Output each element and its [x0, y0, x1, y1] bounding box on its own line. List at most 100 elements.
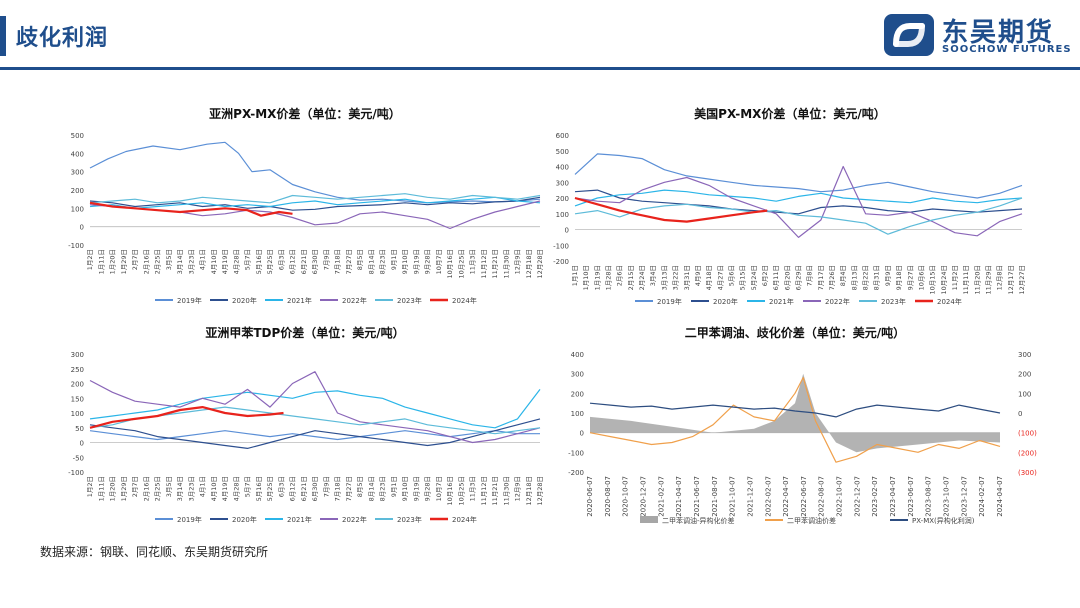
series-line [89, 406, 541, 435]
x-tick-label: 8月5日 [356, 249, 364, 270]
x-tick: 3月23日 [187, 476, 195, 501]
series-line [89, 371, 541, 444]
x-tick-label: 12月9日 [514, 249, 522, 274]
x-tick: 2021-12-07 [746, 476, 754, 517]
x-tick: 6月12日 [289, 476, 297, 501]
y-tick-label: 0 [80, 224, 84, 232]
x-tick-label: 9月1日 [390, 249, 398, 270]
x-tick-label: 12月28日 [536, 249, 544, 279]
x-tick-label: 2月25日 [154, 249, 162, 274]
legend-label: 二甲苯调油价差 [787, 516, 836, 525]
x-tick: 9月9日 [884, 265, 892, 286]
x-tick-label: 12月9日 [514, 476, 522, 501]
soochow-logo-icon [884, 14, 934, 56]
x-tick-label: 9月1日 [390, 476, 398, 497]
x-tick-label: 8月4日 [839, 265, 847, 286]
x-tick: 2022-10-07 [836, 476, 844, 517]
x-tick: 6月30日 [311, 476, 319, 501]
x-tick: 12月17日 [1007, 265, 1015, 295]
x-tick-label: 10月16日 [446, 476, 454, 506]
x-tick-label: 4月18日 [705, 265, 713, 290]
x-tick-label: 5月25日 [266, 249, 274, 274]
x-tick-label: 9月9日 [884, 265, 892, 286]
y-tick-label: 200 [71, 187, 84, 195]
legend-label: 2024年 [937, 297, 962, 306]
x-tick-label: 6月30日 [311, 476, 319, 501]
x-tick-label: 10月25日 [457, 476, 465, 506]
y-tick-label: -200 [553, 258, 569, 266]
x-tick: 2月7日 [131, 249, 139, 270]
x-tick-label: 4月10日 [210, 249, 218, 274]
x-tick: 3月5日 [165, 249, 173, 270]
x-tick-label: 2022-02-07 [764, 476, 772, 517]
x-tick: 2023-06-07 [907, 476, 915, 517]
x-tick: 1月19日 [593, 265, 601, 290]
x-tick: 2020-08-07 [604, 476, 612, 517]
x-tick-label: 1月19日 [593, 265, 601, 290]
x-tick-label: 11月3日 [469, 249, 477, 274]
x-tick-label: 4月28日 [232, 249, 240, 274]
x-tick-label: 6月21日 [300, 476, 308, 501]
x-tick: 12月28日 [536, 249, 544, 279]
x-tick-label: 7月27日 [345, 249, 353, 274]
x-tick-label: 3月23日 [187, 249, 195, 274]
series-line [89, 418, 541, 449]
x-tick-label: 12月28日 [536, 476, 544, 506]
x-tick-label: 2024-02-07 [978, 476, 986, 517]
x-tick: 4月19日 [221, 249, 229, 274]
x-tick-label: 2021-02-07 [657, 476, 665, 517]
x-tick-label: 12月18日 [525, 476, 533, 506]
x-tick-label: 11月11日 [962, 265, 970, 295]
x-tick: 11月20日 [973, 265, 981, 295]
x-tick-label: 1月10日 [582, 265, 590, 290]
x-tick-label: 6月30日 [311, 249, 319, 274]
x-tick: 3月14日 [176, 249, 184, 274]
x-tick-label: 2月15日 [627, 265, 635, 290]
x-tick: 9月18日 [895, 265, 903, 290]
y2-tick-label: 200 [1018, 371, 1031, 379]
x-tick: 11月30日 [502, 476, 510, 506]
x-tick: 5月25日 [266, 249, 274, 274]
x-tick-label: 9月19日 [412, 476, 420, 501]
x-tick: 8月23日 [379, 249, 387, 274]
y-tick-label: 300 [571, 371, 584, 379]
x-tick: 7月18日 [334, 249, 342, 274]
x-tick: 3月31日 [683, 265, 691, 290]
header-rule [0, 67, 1080, 70]
x-tick: 11月12日 [480, 476, 488, 506]
x-tick-label: 12月8日 [996, 265, 1004, 290]
x-tick-label: 3月5日 [165, 476, 173, 497]
x-tick-label: 4月27日 [716, 265, 724, 290]
x-tick-label: 8月14日 [367, 249, 375, 274]
x-tick: 4月19日 [221, 476, 229, 501]
legend-label: 2022年 [342, 296, 367, 305]
x-tick: 8月14日 [367, 476, 375, 501]
x-tick-label: 4月1日 [199, 476, 207, 497]
x-tick-label: 9月28日 [424, 476, 432, 501]
x-tick: 2022-02-07 [764, 476, 772, 517]
chart-asia-toluene-tdp: 亚洲甲苯TDP价差（单位：美元/吨） 300 250 200 150 100 50 0 -50… [60, 322, 550, 532]
x-tick: 8月14日 [367, 249, 375, 274]
x-tick-label: 10月25日 [457, 249, 465, 279]
x-tick: 9月27日 [906, 265, 914, 290]
y-tick-label: 500 [71, 132, 84, 140]
x-tick-label: 10月6日 [917, 265, 925, 290]
chart-xylene-blending-disproportionation: 二甲苯调油、歧化价差（单位：美元/吨） 400 300 200 100 0 -100 -20… [540, 322, 1050, 532]
x-tick-label: 2022-06-07 [800, 476, 808, 517]
legend-label: 2023年 [397, 515, 422, 524]
x-tick: 2021-06-07 [693, 476, 701, 517]
x-tick-label: 1月2日 [86, 249, 94, 270]
x-tick: 6月2日 [761, 265, 769, 286]
x-tick-label: 10月7日 [435, 249, 443, 274]
y-tick-label: 300 [71, 169, 84, 177]
x-tick-label: 3月14日 [176, 476, 184, 501]
x-tick: 5月7日 [244, 476, 252, 497]
x-tick-label: 1月28日 [605, 265, 613, 290]
x-tick-label: 4月9日 [694, 265, 702, 286]
x-tick: 5月7日 [244, 249, 252, 270]
x-tick: 4月27日 [716, 265, 724, 290]
x-tick-label: 2020-10-07 [622, 476, 630, 517]
chart-svg: 400 300 200 100 0 -100 -200 300 200 100 0 (100) (200… [568, 351, 1037, 525]
x-tick-label: 5月25日 [266, 476, 274, 501]
